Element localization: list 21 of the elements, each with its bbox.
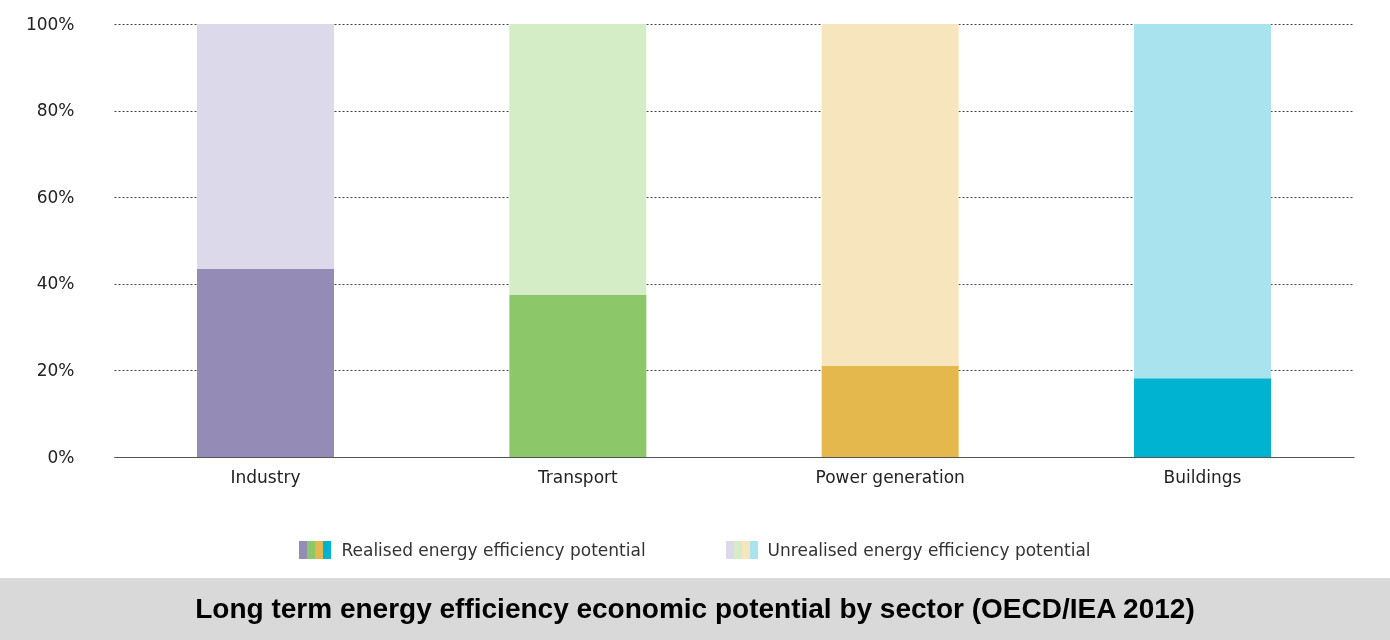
y-tick-label: 80% bbox=[36, 100, 75, 121]
bar bbox=[196, 269, 334, 457]
x-tick-label: Transport bbox=[536, 466, 619, 487]
bar bbox=[196, 24, 334, 270]
bar bbox=[1134, 378, 1272, 457]
x-tick-label: Industry bbox=[230, 466, 301, 487]
y-tick-label: 60% bbox=[36, 186, 75, 207]
y-tick-label: 0% bbox=[47, 446, 75, 467]
x-tick-label: Buildings bbox=[1163, 466, 1242, 487]
y-tick-label: 100% bbox=[25, 13, 75, 34]
y-tick-label: 20% bbox=[36, 359, 75, 380]
bar bbox=[821, 24, 959, 367]
bar bbox=[509, 24, 647, 296]
bar bbox=[509, 295, 647, 457]
text: Long term energy efficiency economic potential by sector (OECD/IEA 2012) bbox=[0, 578, 1390, 640]
legend-label: Realised energy efficiency potential bbox=[341, 540, 646, 560]
x-tick-label: Power generation bbox=[815, 466, 965, 487]
y-tick-label: 40% bbox=[36, 273, 75, 294]
bar bbox=[1134, 24, 1272, 379]
bar bbox=[821, 366, 959, 457]
legend-label: Unrealised energy efficiency potential bbox=[767, 540, 1091, 560]
